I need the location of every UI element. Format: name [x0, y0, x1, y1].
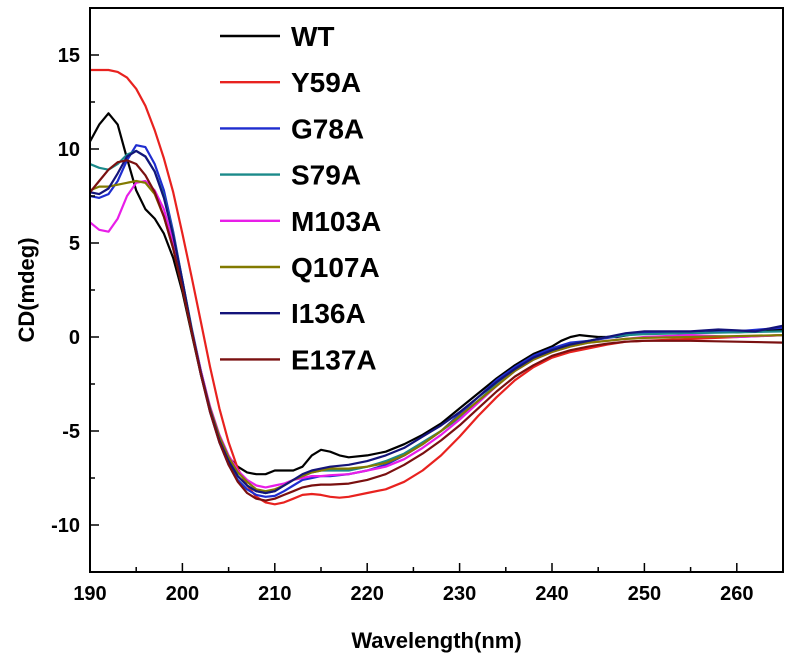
series-line-s79a	[90, 149, 783, 495]
y-tick-label: 10	[58, 139, 80, 161]
y-tick-label: 15	[58, 45, 80, 67]
x-tick-label: 200	[166, 583, 199, 605]
series-line-wt	[90, 112, 783, 476]
y-axis: -10 -5 0 5 10 15	[51, 7, 99, 573]
x-axis: 190 200 210 220 230 240 250 260	[73, 563, 784, 605]
x-tick-label: 220	[351, 583, 384, 605]
y-tick-label: 5	[69, 233, 80, 255]
x-tick-label: 260	[720, 583, 753, 605]
x-axis-label: Wavelength(nm)	[351, 628, 521, 653]
y-tick-label: -5	[62, 421, 80, 443]
legend-label-g78a: G78A	[291, 113, 364, 144]
plot-lines	[90, 68, 783, 506]
y-tick-label: -10	[51, 515, 80, 537]
legend-label-y59a: Y59A	[291, 67, 361, 98]
legend-label-wt: WT	[291, 21, 335, 52]
y-axis-label: CD(mdeg)	[14, 237, 39, 342]
legend-label-s79a: S79A	[291, 160, 361, 191]
x-tick-label: 230	[443, 583, 476, 605]
x-tick-label: 210	[258, 583, 291, 605]
y-tick-label: 0	[69, 327, 80, 349]
x-tick-label: 240	[535, 583, 568, 605]
series-line-g78a	[90, 144, 783, 498]
x-tick-label: 190	[73, 583, 106, 605]
legend: WT Y59A G78A S79A M103A Q107A I136A E137A	[220, 21, 381, 375]
legend-label-i136a: I136A	[291, 298, 366, 329]
legend-label-m103a: M103A	[291, 206, 381, 237]
legend-label-q107a: Q107A	[291, 252, 380, 283]
legend-label-e137a: E137A	[291, 344, 377, 375]
series-line-i136a	[90, 149, 783, 495]
x-tick-label: 250	[628, 583, 661, 605]
series-line-e137a	[90, 159, 783, 502]
series-line-y59a	[90, 68, 783, 506]
